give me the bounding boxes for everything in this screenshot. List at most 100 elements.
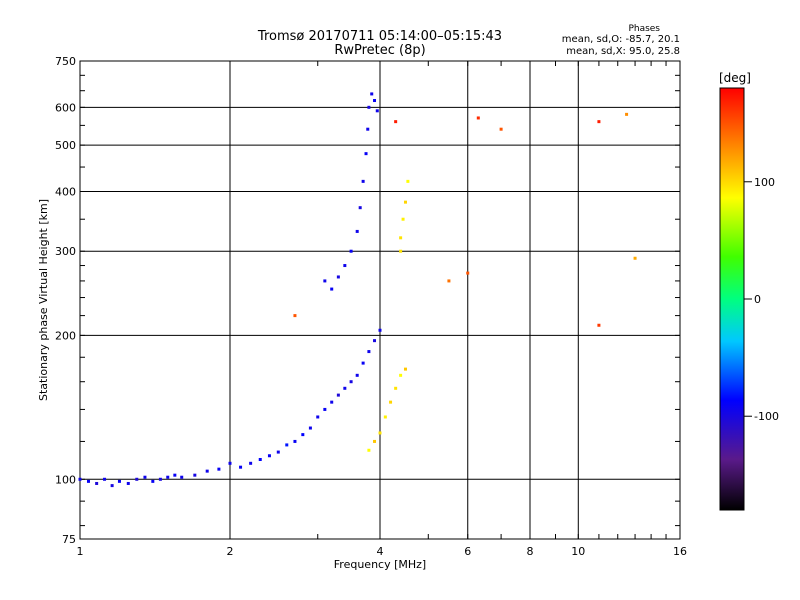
y-tick-label: 400	[55, 185, 76, 198]
data-point-1	[375, 109, 379, 113]
data-point-2	[373, 439, 377, 443]
data-point-2	[399, 373, 403, 377]
data-point-2	[403, 200, 407, 204]
data-point-0	[267, 454, 271, 458]
data-point-1	[358, 206, 362, 210]
colorbar-label: [deg]	[719, 71, 751, 85]
data-point-1	[367, 105, 371, 109]
x-tick-label: 16	[673, 545, 687, 558]
data-point-0	[239, 465, 243, 469]
data-point-3	[476, 116, 480, 120]
data-point-3	[466, 271, 470, 275]
colorbar	[719, 87, 745, 511]
data-point-0	[258, 457, 262, 461]
data-point-3	[597, 323, 601, 327]
data-point-0	[173, 473, 177, 477]
data-point-2	[399, 249, 403, 253]
data-point-2	[394, 386, 398, 390]
data-point-2	[389, 400, 393, 404]
data-point-1	[361, 179, 365, 183]
data-point-0	[301, 433, 305, 437]
data-point-0	[361, 361, 365, 365]
data-point-1	[370, 92, 374, 96]
data-point-0	[180, 475, 184, 479]
y-tick-label: 75	[62, 533, 76, 546]
data-point-0	[343, 386, 347, 390]
data-point-0	[110, 484, 114, 488]
data-point-0	[151, 479, 155, 483]
data-point-0	[103, 477, 107, 481]
data-point-0	[95, 481, 99, 485]
data-point-2	[406, 179, 410, 183]
data-point-0	[285, 443, 289, 447]
data-point-1	[343, 264, 347, 268]
data-point-2	[399, 236, 403, 240]
data-point-0	[126, 481, 130, 485]
data-point-3	[633, 256, 637, 260]
x-tick-label: 8	[527, 545, 534, 558]
data-point-0	[166, 475, 170, 479]
data-point-3	[293, 314, 297, 318]
data-point-0	[228, 461, 232, 465]
data-point-0	[86, 479, 90, 483]
grid-lines	[80, 61, 680, 539]
data-point-0	[217, 467, 221, 471]
x-axis-label: Frequency [MHz]	[334, 558, 426, 571]
y-axis-label: Stationary phase Virtual Height [km]	[37, 199, 50, 401]
x-tick-label: 6	[464, 545, 471, 558]
stats-line-x: mean, sd,X: 95.0, 25.8	[566, 46, 680, 57]
stats-heading: Phases	[628, 24, 660, 34]
data-point-3	[499, 127, 503, 131]
data-point-0	[323, 407, 327, 411]
data-point-0	[117, 479, 121, 483]
stats-line-o: mean, sd,O: -85.7, 20.1	[562, 34, 680, 45]
chart-subtitle: RwPretec (8p)	[334, 43, 425, 58]
data-point-0	[355, 373, 359, 377]
data-point-3	[625, 112, 629, 116]
y-tick-label: 750	[55, 55, 76, 68]
x-tick-label: 1	[77, 545, 84, 558]
axis-ticks	[79, 60, 681, 539]
data-point-0	[308, 426, 312, 430]
data-point-0	[276, 450, 280, 454]
data-point-0	[378, 328, 382, 332]
data-point-3	[597, 120, 601, 124]
data-point-0	[135, 477, 139, 481]
data-point-1	[355, 229, 359, 233]
y-tick-label: 300	[55, 245, 76, 258]
data-point-0	[373, 339, 377, 343]
data-point-2	[403, 367, 407, 371]
x-tick-labels: 1 2 4 6 8 10 16	[77, 545, 688, 558]
colorbar-tick-label: 0	[754, 293, 761, 306]
data-point-3	[394, 120, 398, 124]
data-point-3	[447, 279, 451, 283]
data-point-0	[249, 461, 253, 465]
chart-title: Tromsø 20170711 05:14:00–05:15:43	[257, 29, 502, 44]
data-point-0	[336, 393, 340, 397]
data-point-1	[366, 127, 370, 131]
data-point-1	[330, 287, 334, 291]
colorbar-tick-label: -100	[754, 410, 779, 423]
data-point-1	[373, 99, 377, 103]
data-point-0	[316, 415, 320, 419]
y-tick-labels: 75 100 200 300 400 500 600 750	[55, 55, 76, 546]
y-tick-label: 600	[55, 101, 76, 114]
colorbar-ticks: 100 0 -100	[744, 176, 779, 423]
x-tick-label: 10	[571, 545, 585, 558]
data-point-1	[349, 249, 353, 253]
data-point-0	[143, 475, 147, 479]
data-point-0	[158, 477, 162, 481]
data-point-0	[330, 400, 334, 404]
x-tick-label: 4	[377, 545, 384, 558]
data-point-1	[336, 275, 340, 279]
y-tick-label: 100	[55, 473, 76, 486]
y-tick-label: 200	[55, 329, 76, 342]
data-point-1	[364, 152, 368, 156]
data-points	[78, 92, 637, 488]
data-point-2	[401, 217, 405, 221]
data-point-0	[293, 439, 297, 443]
x-tick-label: 2	[227, 545, 234, 558]
data-point-2	[383, 415, 387, 419]
data-point-0	[193, 473, 197, 477]
